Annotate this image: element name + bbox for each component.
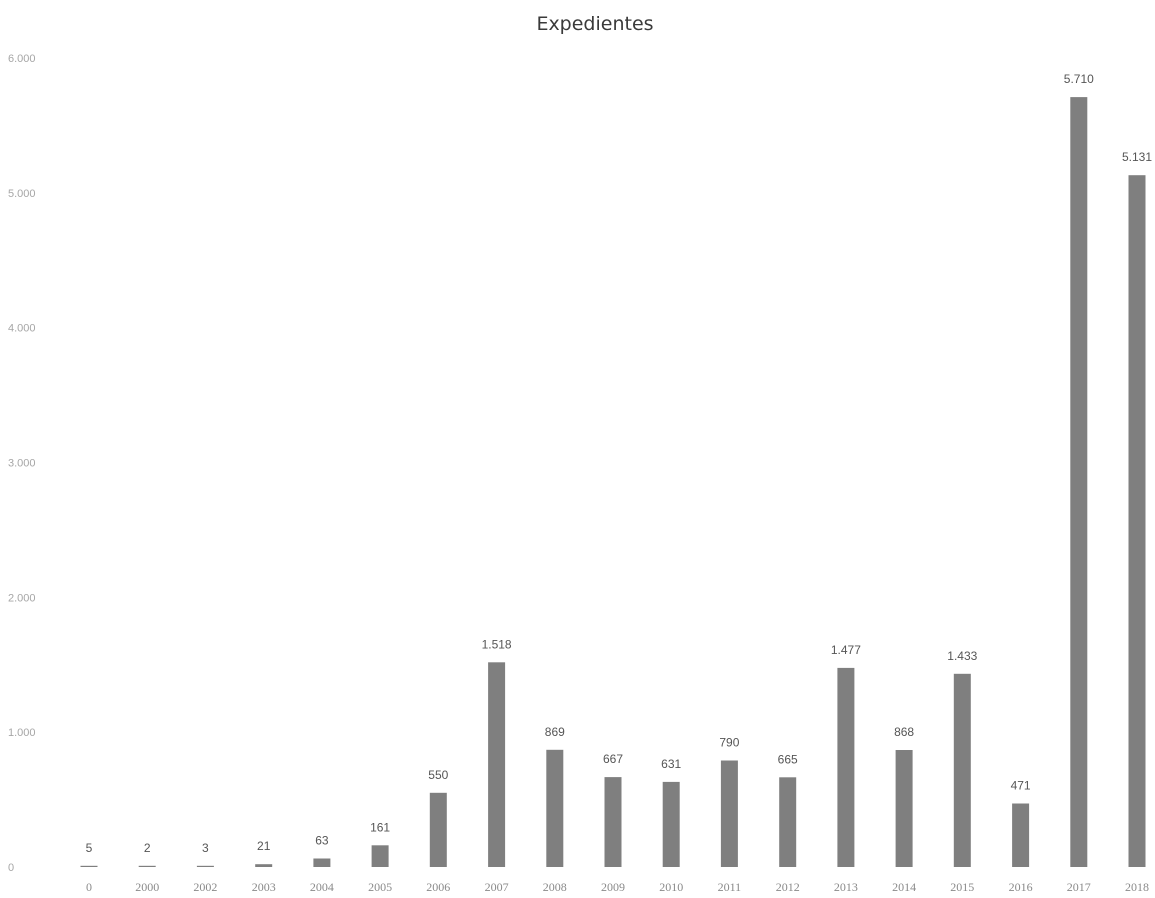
bar [488,662,506,867]
bar [80,865,98,867]
data-label: 5.131 [1122,150,1152,164]
data-label: 869 [545,725,565,739]
data-label: 665 [778,752,798,766]
bar [662,781,680,867]
x-tick-label: 2011 [718,880,742,894]
bars [80,97,1146,868]
x-tick-label: 2002 [193,880,217,894]
x-tick-label: 2015 [950,880,974,894]
x-tick-label: 2004 [310,880,334,894]
bar [313,858,331,867]
data-label: 21 [257,839,271,853]
y-tick-label: 5.000 [8,188,36,200]
bar [371,845,389,867]
data-label: 63 [315,834,329,848]
data-label: 161 [370,820,390,834]
bar [255,864,273,867]
bar [837,667,855,867]
x-tick-label: 0 [86,880,92,894]
x-tick-label: 2005 [368,880,392,894]
data-label: 5 [86,841,93,855]
x-tick-label: 2017 [1067,880,1091,894]
data-label: 868 [894,725,914,739]
x-tick-label: 2000 [135,880,159,894]
bar [1012,803,1030,867]
bar [1070,97,1088,868]
bar [604,777,622,867]
data-labels: 5 2 3 21 63 161 550 1.518 869 667 631 790 665 1.477 86… [86,72,1153,855]
x-tick-label: 2008 [543,880,567,894]
data-label: 631 [661,757,681,771]
y-tick-label: 6.000 [8,53,36,65]
data-label: 550 [428,768,448,782]
x-tick-label: 2010 [659,880,683,894]
x-tick-label: 2012 [776,880,800,894]
x-tick-label: 2009 [601,880,625,894]
y-tick-label: 3.000 [8,458,36,470]
data-label: 667 [603,752,623,766]
bar [1128,175,1146,867]
bar [895,750,913,867]
x-tick-label: 2016 [1009,880,1033,894]
bar [720,760,738,867]
bar [196,865,214,867]
x-tick-label: 2018 [1125,880,1149,894]
bar [953,673,971,867]
data-label: 5.710 [1064,72,1094,86]
bar [138,865,156,867]
data-label: 1.433 [947,649,977,663]
y-axis: 0 1.000 2.000 3.000 4.000 5.000 6.000 [8,53,36,874]
bar [429,792,447,867]
bar [779,777,797,867]
y-tick-label: 4.000 [8,323,36,335]
data-label: 1.477 [831,643,861,657]
x-tick-label: 2006 [426,880,450,894]
data-label: 3 [202,841,209,855]
x-tick-label: 2007 [485,880,509,894]
y-tick-label: 2.000 [8,592,36,604]
bar [546,749,564,867]
data-label: 790 [719,736,739,750]
x-tick-label: 2013 [834,880,858,894]
data-label: 471 [1011,779,1031,793]
x-tick-label: 2014 [892,880,916,894]
data-label: 2 [144,841,151,855]
y-tick-label: 1.000 [8,727,36,739]
x-tick-label: 2003 [252,880,276,894]
chart-title: Expedientes [536,13,653,35]
y-tick-label: 0 [8,862,14,874]
data-label: 1.518 [482,637,512,651]
x-axis: 0 2000 2002 2003 2004 2005 2006 2007 2008 2009 201… [86,880,1149,894]
